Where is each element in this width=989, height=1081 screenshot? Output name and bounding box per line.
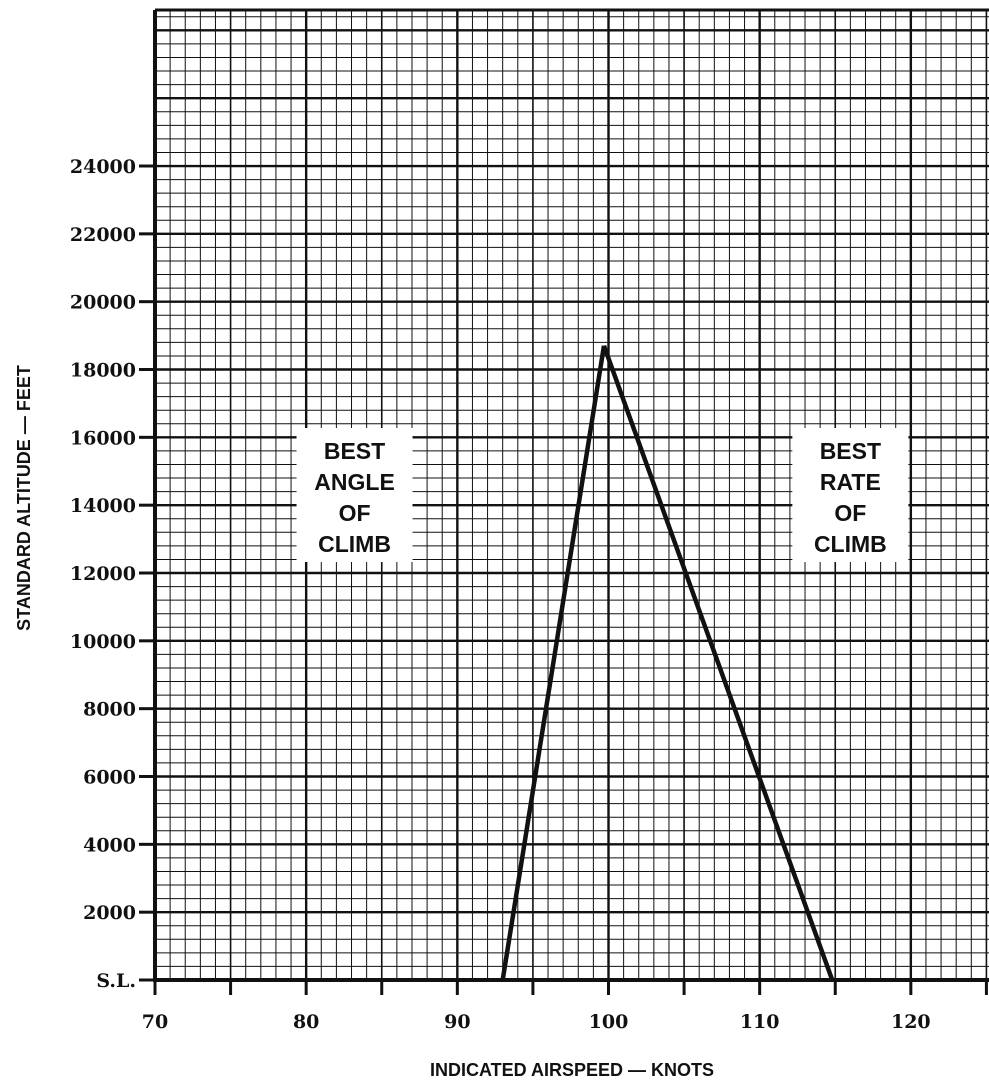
region-label-line: CLIMB xyxy=(814,531,887,557)
y-tick-label: 16000 xyxy=(70,427,136,449)
region-label-text: BEST ANGLE OF CLIMB xyxy=(314,438,395,557)
x-tick-label: 110 xyxy=(740,1011,780,1033)
region-label-text: BEST RATE OF CLIMB xyxy=(814,438,887,557)
climb-speed-line xyxy=(500,345,607,981)
climb-speed-line xyxy=(601,345,835,981)
region-label-line: BEST xyxy=(820,438,881,464)
region-label-line: RATE xyxy=(820,469,881,495)
x-tick-label: 70 xyxy=(142,1011,168,1033)
x-tick-label: 90 xyxy=(444,1011,470,1033)
y-tick-label: 24000 xyxy=(70,156,136,178)
y-tick-label: 8000 xyxy=(83,699,136,721)
y-tick-label: 10000 xyxy=(70,631,136,653)
y-tick-label: 22000 xyxy=(70,224,136,246)
x-tick-label: 100 xyxy=(589,1011,629,1033)
region-label: BEST ANGLE OF CLIMB xyxy=(296,428,413,562)
region-label-line: ANGLE xyxy=(314,469,395,495)
y-tick-label: S.L. xyxy=(96,970,136,992)
region-label-line: OF xyxy=(339,500,371,526)
x-axis-ticks: 70 80 90 100 110 120 xyxy=(142,980,988,1033)
x-tick-label: 120 xyxy=(891,1011,931,1033)
x-tick-label: 80 xyxy=(293,1011,319,1033)
x-axis-title: INDICATED AIRSPEED — KNOTS xyxy=(430,1060,714,1080)
plot-frame xyxy=(153,8,989,982)
y-tick-label: 2000 xyxy=(83,902,136,924)
y-tick-label: 14000 xyxy=(70,495,136,517)
climb-speed-lines xyxy=(500,345,835,981)
region-label: BEST RATE OF CLIMB xyxy=(792,428,909,562)
region-label-background xyxy=(296,428,413,562)
y-tick-label: 18000 xyxy=(70,360,136,382)
y-tick-label: 20000 xyxy=(70,292,136,314)
y-axis-title: STANDARD ALTITUDE — FEET xyxy=(14,365,34,631)
y-tick-label: 4000 xyxy=(83,834,136,856)
region-label-line: CLIMB xyxy=(318,531,391,557)
major-gridlines xyxy=(155,10,989,980)
region-label-line: OF xyxy=(834,500,866,526)
y-tick-label: 12000 xyxy=(70,563,136,585)
region-label-background xyxy=(792,428,909,562)
y-axis-ticks: S.L. 2000 4000 6000 8000 10000 12000 14000 16000… xyxy=(70,156,155,992)
y-tick-label: 6000 xyxy=(83,767,136,789)
region-labels: BEST ANGLE OF CLIMB BEST RATE OF CLIMB xyxy=(296,428,909,562)
region-label-line: BEST xyxy=(324,438,385,464)
